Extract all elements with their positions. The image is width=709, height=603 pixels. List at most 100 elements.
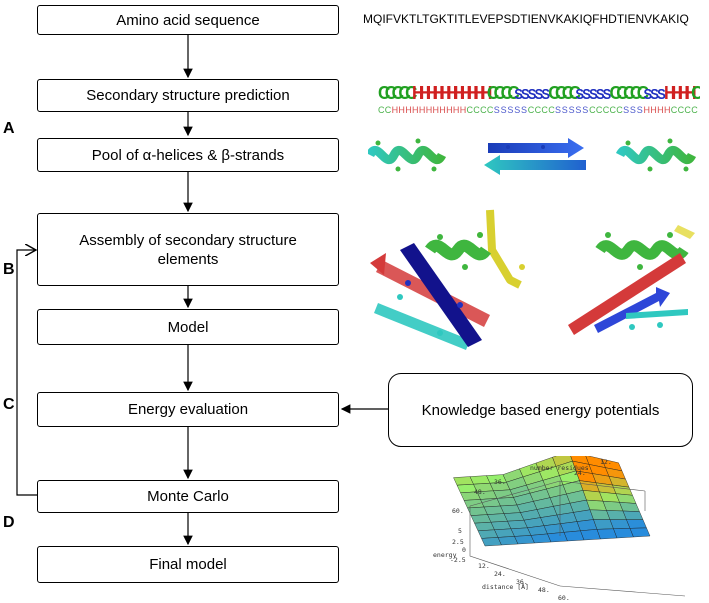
axis-label-distance: distance [Å] [482,582,529,591]
logo-glyph-lower: C [473,105,480,115]
logo-glyph: S [582,86,591,102]
surface-cell [622,510,644,520]
logo-glyph: H [473,82,485,103]
cyan-strand-right [626,309,688,330]
logo-glyph-lower: C [603,105,610,115]
energy-surface-plot: number residues energy distance [Å] 12. … [433,456,686,602]
monte-carlo-label: Monte Carlo [147,488,229,505]
plot-frame [469,480,686,597]
logo-glyph-lower: C [480,105,487,115]
logo-glyph-lower: C [467,105,474,115]
logo-glyph-lower: C [610,105,617,115]
logo-glyph-lower: S [555,105,561,115]
logo-glyph-lower: H [460,105,467,115]
loop-back-arrow [16,250,37,496]
logo-glyph: S [575,86,584,102]
logo-glyph-lower: H [433,105,440,115]
logo-glyph-lower: C [535,105,542,115]
logo-glyph: C [691,82,700,103]
tick-number-48: 48. [474,488,486,496]
tick-distance-36: 36. [516,578,528,586]
surface-cell [619,502,640,512]
cyan-strand [374,294,470,350]
logo-glyph-lower: C [541,105,548,115]
amino-acid-sequence-text: MQIFVKTLTGKTITLEVEPSDTIENVKAKIQFHDTIENVK… [363,12,689,26]
assembly-label-line1: Assembly of secondary structure [79,231,297,249]
logo-glyph-lower: C [378,105,385,115]
label-c: C [3,396,15,413]
pool-label: Pool of α-helices & β-strands [91,146,285,164]
logo-glyph-lower: H [650,105,657,115]
logo-glyph-lower: H [453,105,460,115]
secondary-structure-prediction-box: Secondary structure prediction [37,79,339,112]
tick-energy-0: 0 [462,546,466,554]
logo-glyph-lower: H [657,105,664,115]
logo-glyph: C [494,82,506,103]
label-d: D [3,514,15,531]
logo-glyph: C [623,82,635,103]
final-model-label: Final model [149,556,227,573]
logo-glyph: S [650,86,659,102]
logo-glyph: C [548,82,560,103]
surface-mesh [453,456,651,547]
logo-glyph: H [671,82,683,103]
surface-cell [629,527,651,538]
green-helix [425,232,491,270]
logo-glyph-lower: S [637,105,643,115]
logo-glyph-lower: S [562,105,568,115]
logo-glyph-lower: S [623,105,629,115]
logo-glyph: C [562,82,574,103]
logo-glyph: H [664,82,676,103]
logo-glyph-lower: C [671,105,678,115]
logo-glyph: S [514,86,523,102]
logo-glyph: S [644,86,653,102]
logo-glyph-lower: H [446,105,453,115]
logo-glyph: C [398,82,410,103]
logo-glyph-lower: S [569,105,575,115]
logo-glyph: S [603,86,612,102]
axis-label-number-residues: number residues [530,464,589,472]
strand-pair [484,138,586,175]
logo-glyph-lower: H [426,105,433,115]
logo-glyph-lower: H [664,105,671,115]
tick-number-24: 24. [574,469,586,477]
structure-pool-figure [368,138,697,175]
logo-glyph: C [555,82,567,103]
knowledge-potentials-box: Knowledge based energy potentials [388,373,693,447]
logo-glyph: C [405,82,417,103]
logo-glyph: S [535,86,544,102]
amino-acid-sequence-label: Amino acid sequence [116,11,260,29]
logo-glyph-lower: C [616,105,623,115]
helix-right [615,138,697,172]
logo-glyph: S [541,86,550,102]
logo-glyph: H [412,82,424,103]
energy-evaluation-box: Energy evaluation [37,392,339,427]
logo-glyph: C [637,82,649,103]
tick-number-12: 12. [600,458,612,466]
logo-glyph: S [589,86,598,102]
model-label: Model [167,318,209,336]
logo-glyph-lower: S [630,105,636,115]
tick-energy-neg-2-5: -2.5 [450,556,466,564]
logo-glyph: S [596,86,605,102]
logo-glyph: H [419,82,431,103]
logo-glyph-lower: C [487,105,494,115]
logo-glyph-lower: S [521,105,527,115]
logo-glyph-lower: H [398,105,405,115]
tick-number-60: 60. [452,507,464,515]
green-helix-right [595,232,689,270]
logo-glyph: C [487,82,499,103]
logo-glyph: C [392,82,404,103]
logo-glyph-lower: S [514,105,520,115]
surface-cell [626,519,647,529]
logo-glyph: H [678,82,690,103]
yellow-strand [477,209,525,289]
red-strand-right [568,253,686,335]
tick-energy-2-5: 2.5 [452,538,464,546]
logo-glyph: H [453,82,465,103]
logo-glyph: H [460,82,472,103]
logo-glyph-lower: C [678,105,685,115]
logo-glyph-lower: C [528,105,535,115]
logo-glyph: H [467,82,479,103]
tick-number-36: 36. [494,478,506,486]
